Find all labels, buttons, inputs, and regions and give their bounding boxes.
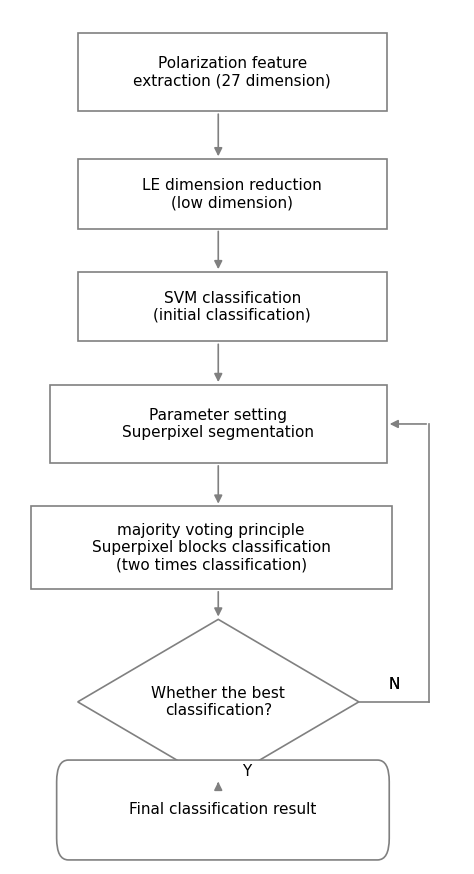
Text: Final classification result: Final classification result xyxy=(129,802,317,817)
FancyBboxPatch shape xyxy=(78,159,387,229)
Text: Polarization feature
extraction (27 dimension): Polarization feature extraction (27 dime… xyxy=(134,56,331,88)
Text: Parameter setting
Superpixel segmentation: Parameter setting Superpixel segmentatio… xyxy=(122,408,314,440)
Text: LE dimension reduction
(low dimension): LE dimension reduction (low dimension) xyxy=(143,177,322,210)
Text: majority voting principle
Superpixel blocks classification
(two times classifica: majority voting principle Superpixel blo… xyxy=(92,523,331,572)
Text: Whether the best
classification?: Whether the best classification? xyxy=(151,686,285,718)
FancyBboxPatch shape xyxy=(31,506,392,589)
FancyBboxPatch shape xyxy=(78,33,387,111)
Text: N: N xyxy=(388,677,400,692)
Text: SVM classification
(initial classification): SVM classification (initial classificati… xyxy=(154,290,311,323)
Polygon shape xyxy=(78,620,359,784)
FancyBboxPatch shape xyxy=(78,272,387,342)
Text: Y: Y xyxy=(242,764,251,779)
Text: N: N xyxy=(388,677,400,692)
FancyBboxPatch shape xyxy=(50,385,387,463)
FancyBboxPatch shape xyxy=(57,760,389,860)
